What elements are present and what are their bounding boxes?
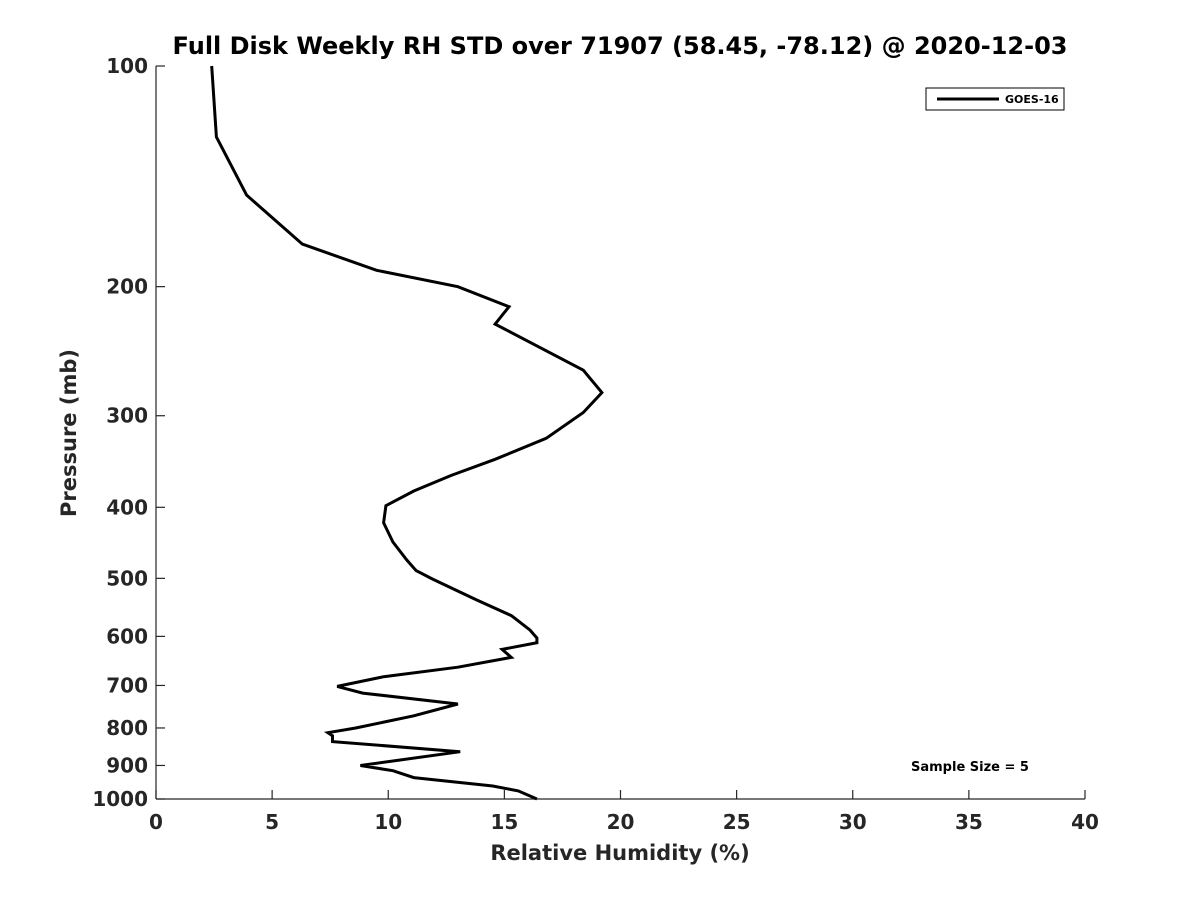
- x-axis-label: Relative Humidity (%): [490, 841, 749, 865]
- y-tick-label: 200: [106, 275, 148, 299]
- x-tick-label: 20: [607, 810, 635, 834]
- y-tick-label: 300: [106, 404, 148, 428]
- x-tick-label: 10: [374, 810, 402, 834]
- y-tick-label: 600: [106, 624, 148, 648]
- y-tick-label: 900: [106, 753, 148, 777]
- x-tick-label: 15: [490, 810, 518, 834]
- legend: GOES-16: [925, 87, 1065, 111]
- x-tick-label: 40: [1071, 810, 1099, 834]
- x-tick-label: 35: [955, 810, 983, 834]
- x-tick-label: 30: [839, 810, 867, 834]
- series-line-goes-16: [210, 65, 604, 801]
- legend-label-goes-16: GOES-16: [1005, 93, 1059, 106]
- sample-size-annotation: Sample Size = 5: [911, 760, 1029, 775]
- x-tick-label: 0: [149, 810, 163, 834]
- chart-title: Full Disk Weekly RH STD over 71907 (58.4…: [173, 32, 1068, 60]
- y-tick-label: 400: [106, 495, 148, 519]
- x-tick-label: 5: [265, 810, 279, 834]
- y-axis-label: Pressure (mb): [57, 349, 81, 517]
- x-tick-label: 25: [723, 810, 751, 834]
- y-tick-label: 1000: [92, 787, 148, 811]
- series-layer: [210, 65, 604, 801]
- y-tick-label: 500: [106, 566, 148, 590]
- y-tick-label: 100: [106, 54, 148, 78]
- axes: 0 5 10 15 20 25 30 35 40 100 200 300 400 500 600 700 800…: [92, 54, 1099, 834]
- y-tick-label: 700: [106, 673, 148, 697]
- y-tick-label: 800: [106, 716, 148, 740]
